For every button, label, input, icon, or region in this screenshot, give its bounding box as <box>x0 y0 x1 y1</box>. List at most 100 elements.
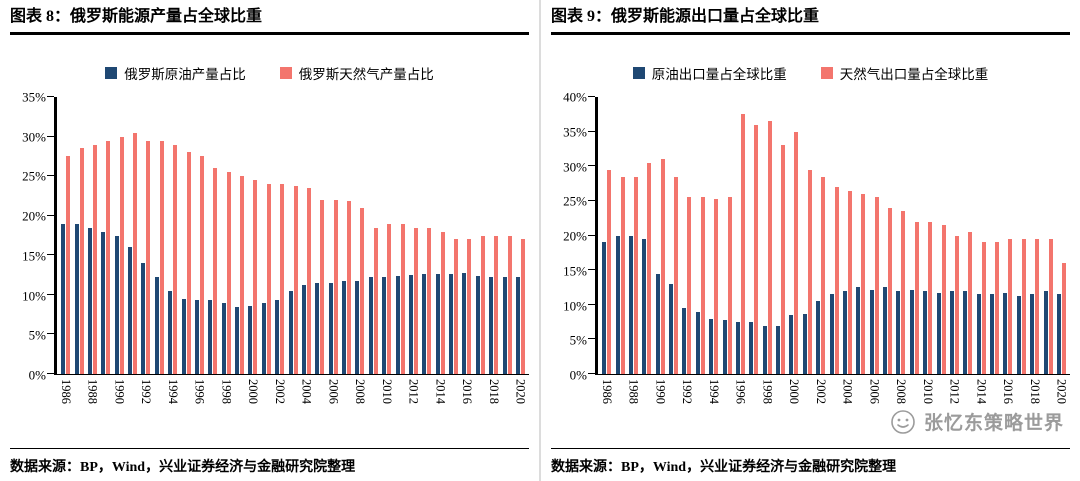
bar-group-2017 <box>474 97 487 374</box>
bar <box>194 299 199 374</box>
bar-group-2011 <box>393 97 406 374</box>
y-tick-mark <box>588 269 595 271</box>
bar <box>301 285 306 374</box>
x-slot: 2020 <box>1055 379 1069 425</box>
bar-group-2011 <box>934 97 947 374</box>
y-tick-mark <box>588 234 595 236</box>
bar <box>199 156 204 374</box>
bar <box>133 132 138 374</box>
bar-group-2014 <box>975 97 988 374</box>
y-tick-mark <box>588 165 595 167</box>
bar <box>61 223 66 374</box>
bar <box>128 247 133 374</box>
bar <box>288 290 293 374</box>
bar <box>515 277 520 374</box>
x-slot <box>340 379 353 425</box>
x-slot: 1988 <box>86 379 100 425</box>
bar <box>602 242 607 374</box>
bar <box>981 242 986 374</box>
y-tick-label: 40% <box>563 89 587 105</box>
y-tick-mark <box>588 96 595 97</box>
bar-group-2005 <box>313 97 326 374</box>
bar <box>253 180 258 374</box>
bar-group-1987 <box>72 97 85 374</box>
y-tick-label: 20% <box>22 208 46 224</box>
bar <box>941 225 946 374</box>
x-slot: 1996 <box>734 379 748 425</box>
x-tick-label: 2014 <box>433 379 448 404</box>
plot-area <box>588 96 1070 375</box>
bar <box>883 287 888 374</box>
bar <box>106 140 111 374</box>
legend-label: 俄罗斯原油产量占比 <box>124 67 246 82</box>
y-tick-mark <box>47 293 54 295</box>
x-tick-label: 2004 <box>840 379 855 404</box>
bar <box>280 184 285 374</box>
y-tick-mark <box>47 254 54 256</box>
bar-group-2000 <box>787 97 800 374</box>
bar-group-2012 <box>407 97 420 374</box>
bar <box>387 223 392 374</box>
y-tick-mark <box>47 333 54 335</box>
bar-group-1987 <box>613 97 626 374</box>
x-tick-label: 1998 <box>760 379 775 404</box>
bar <box>995 242 1000 374</box>
bar-group-2016 <box>1001 97 1014 374</box>
x-slot: 2018 <box>487 379 501 425</box>
bar-group-2012 <box>948 97 961 374</box>
bar <box>655 273 660 374</box>
bar-group-1988 <box>627 97 640 374</box>
y-tick-mark <box>47 214 54 216</box>
bar-group-2006 <box>868 97 881 374</box>
bar <box>861 193 866 374</box>
bar <box>687 197 692 374</box>
bar <box>275 300 280 374</box>
bar <box>1056 294 1061 374</box>
bar <box>240 176 245 374</box>
bar-group-1999 <box>233 97 246 374</box>
bar <box>395 275 400 374</box>
bar-group-1998 <box>220 97 233 374</box>
bar-group-2008 <box>353 97 366 374</box>
bar-group-2020 <box>1055 97 1068 374</box>
x-tick-label: 2000 <box>246 379 261 404</box>
bar-group-1993 <box>153 97 166 374</box>
x-slot: 2020 <box>514 379 528 425</box>
bar-group-2001 <box>260 97 273 374</box>
x-slot <box>827 379 840 425</box>
bar-group-2003 <box>286 97 299 374</box>
x-tick-label: 1986 <box>599 379 614 404</box>
bar-group-1986 <box>59 97 72 374</box>
y-tick-mark <box>588 199 595 201</box>
bar-group-2020 <box>514 97 527 374</box>
chart-area: 0% 5% 10% 15% 20% 25% 30% 35% 40% <box>551 91 1070 382</box>
bar <box>114 235 119 374</box>
y-tick-label: 20% <box>563 228 587 244</box>
bar <box>480 235 485 374</box>
bar <box>328 283 333 374</box>
y-tick-mark <box>588 130 595 132</box>
y-axis: 0% 5% 10% 15% 20% 25% 30% 35% <box>10 91 54 382</box>
x-slot <box>367 379 380 425</box>
bar <box>647 162 652 374</box>
x-slot: 1998 <box>219 379 233 425</box>
y-tick-label: 5% <box>28 327 46 343</box>
bar-group-2015 <box>447 97 460 374</box>
bar <box>168 290 173 374</box>
bar <box>507 235 512 374</box>
x-slot: 1986 <box>59 379 73 425</box>
bar-group-2010 <box>921 97 934 374</box>
figure-9-title: 图表 9：俄罗斯能源出口量占全球比重 <box>551 8 820 25</box>
legend-swatch <box>820 67 833 79</box>
bar <box>990 294 995 374</box>
bar-group-2017 <box>1015 97 1028 374</box>
y-tick-mark <box>47 373 54 374</box>
x-tick-label: 2002 <box>272 379 287 404</box>
x-slot: 1988 <box>627 379 641 425</box>
bar <box>400 223 405 374</box>
bar-group-1990 <box>113 97 126 374</box>
bar <box>454 239 459 374</box>
bar <box>829 294 834 374</box>
bar <box>266 184 271 374</box>
